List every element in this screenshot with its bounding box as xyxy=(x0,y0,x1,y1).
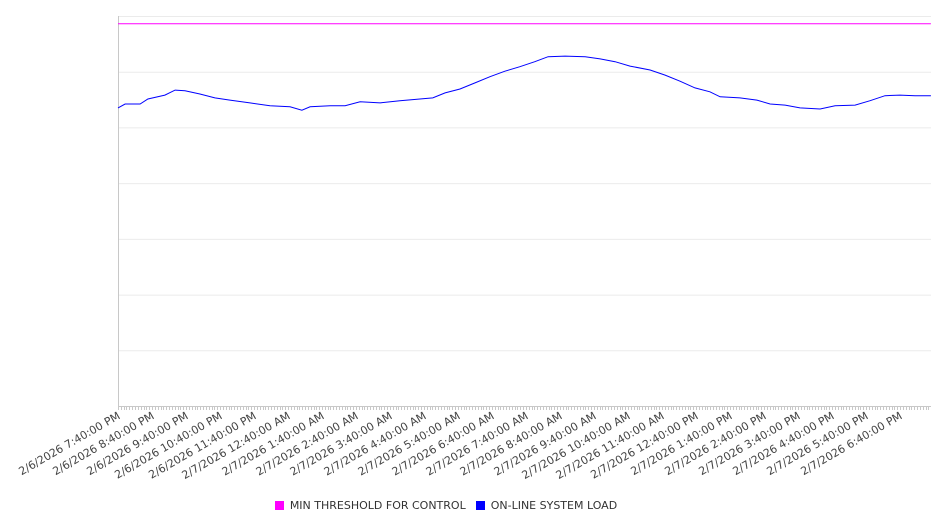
legend: MIN THRESHOLD FOR CONTROL ON-LINE SYSTEM… xyxy=(0,499,892,512)
gridlines xyxy=(118,16,931,407)
legend-swatch-load xyxy=(475,501,485,510)
legend-swatch-threshold xyxy=(274,501,284,510)
x-tick-labels: 2/6/2026 7:40:00 PM2/6/2026 8:40:00 PM2/… xyxy=(16,409,904,482)
axes xyxy=(118,16,931,407)
legend-item-threshold[interactable]: MIN THRESHOLD FOR CONTROL xyxy=(274,499,466,512)
x-ticks xyxy=(118,406,929,410)
legend-item-load[interactable]: ON-LINE SYSTEM LOAD xyxy=(475,499,618,512)
legend-label-load: ON-LINE SYSTEM LOAD xyxy=(490,499,618,512)
series-lines xyxy=(117,23,931,111)
legend-label-threshold: MIN THRESHOLD FOR CONTROL xyxy=(289,499,466,512)
system-load-line xyxy=(117,55,931,111)
